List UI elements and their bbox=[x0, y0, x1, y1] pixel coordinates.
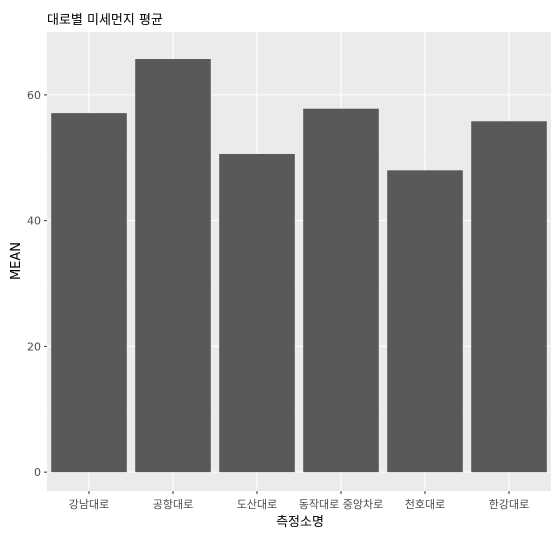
x-tick-label: 천호대로 bbox=[405, 497, 445, 511]
bars bbox=[51, 59, 547, 473]
bar bbox=[51, 113, 127, 473]
bar bbox=[135, 59, 211, 473]
bar bbox=[471, 121, 547, 473]
x-tick-label: 강남대로 bbox=[69, 498, 109, 511]
y-tick-label: 60 bbox=[27, 89, 41, 102]
x-tick-label: 도산대로 bbox=[237, 498, 277, 511]
x-tick-label: 한강대로 bbox=[489, 498, 529, 511]
x-axis: 강남대로 공항대로 도산대로 동작대로 중앙차로 천호대로 한강대로 bbox=[69, 491, 529, 511]
y-tick-label: 0 bbox=[34, 466, 41, 479]
y-tick-label: 20 bbox=[27, 340, 41, 353]
y-axis: 0 20 40 60 bbox=[27, 89, 47, 479]
y-tick-label: 40 bbox=[27, 215, 41, 228]
x-tick-label: 동작대로 중앙차로 bbox=[299, 498, 383, 511]
plot-panel bbox=[47, 32, 551, 491]
bar bbox=[387, 170, 463, 473]
chart-title: 대로별 미세먼지 평균 bbox=[47, 13, 163, 28]
y-axis-title: MEAN bbox=[9, 242, 24, 280]
bar bbox=[219, 153, 295, 473]
x-axis-title: 측정소명 bbox=[276, 515, 324, 530]
x-tick-label: 공항대로 bbox=[153, 498, 193, 511]
bar bbox=[303, 108, 379, 473]
